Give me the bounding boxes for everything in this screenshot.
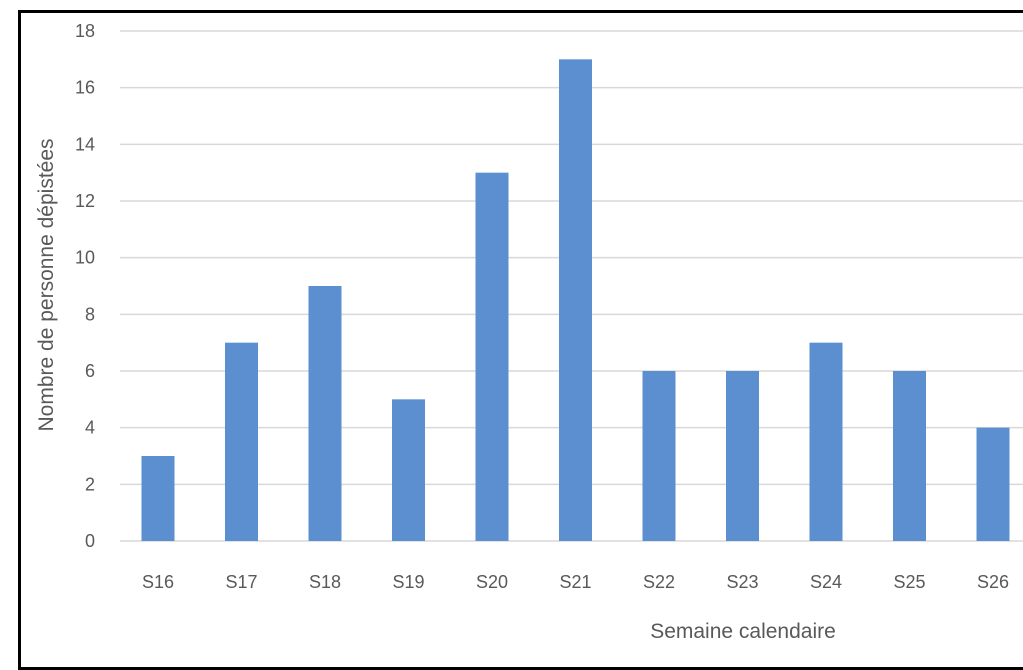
bar-s18 bbox=[308, 286, 342, 541]
y-tick-label: 12 bbox=[75, 191, 95, 211]
y-tick-label: 16 bbox=[75, 78, 95, 98]
bar-s21 bbox=[559, 59, 592, 541]
x-tick-label-s22: S22 bbox=[643, 572, 675, 592]
bar-s23 bbox=[726, 371, 759, 541]
y-tick-label: 0 bbox=[85, 531, 95, 551]
chart-frame bbox=[18, 10, 1023, 670]
x-tick-label-s18: S18 bbox=[309, 572, 341, 592]
x-axis-title: Semaine calendaire bbox=[650, 620, 836, 643]
x-tick-label-s17: S17 bbox=[225, 572, 257, 592]
bar-s16 bbox=[141, 456, 175, 541]
y-axis-ticks: 0 2 4 6 8 10 12 14 16 18 bbox=[75, 21, 95, 551]
x-tick-label-s26: S26 bbox=[977, 572, 1009, 592]
y-tick-label: 4 bbox=[85, 418, 95, 438]
bars bbox=[141, 59, 1010, 541]
y-tick-label: 18 bbox=[75, 21, 95, 41]
bar-s20 bbox=[475, 172, 509, 541]
y-tick-label: 10 bbox=[75, 248, 95, 268]
bar-s25 bbox=[893, 371, 926, 541]
x-tick-label-s19: S19 bbox=[392, 572, 424, 592]
y-tick-label: 14 bbox=[75, 134, 95, 154]
bar-s24 bbox=[809, 342, 843, 541]
bar-s22 bbox=[642, 371, 676, 541]
x-tick-label-s16: S16 bbox=[142, 572, 174, 592]
x-axis-ticks: S16 S17 S18 S19 S20 S21 S22 S23 S24 S25 S26 bbox=[142, 572, 1009, 592]
y-tick-label: 8 bbox=[85, 304, 95, 324]
bar-s26 bbox=[976, 427, 1010, 541]
x-tick-label-s20: S20 bbox=[476, 572, 508, 592]
y-tick-label: 6 bbox=[85, 361, 95, 381]
bar-s17 bbox=[225, 342, 258, 541]
x-tick-label-s23: S23 bbox=[726, 572, 758, 592]
y-tick-label: 2 bbox=[85, 474, 95, 494]
x-tick-label-s21: S21 bbox=[559, 572, 591, 592]
x-tick-label-s25: S25 bbox=[893, 572, 925, 592]
bar-s19 bbox=[392, 399, 425, 541]
x-tick-label-s24: S24 bbox=[810, 572, 842, 592]
y-axis-title: Nombre de personne dépistées bbox=[35, 138, 58, 431]
